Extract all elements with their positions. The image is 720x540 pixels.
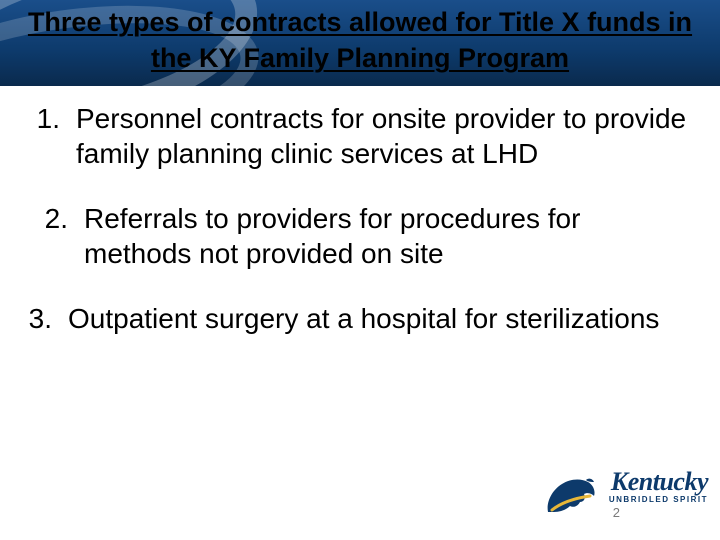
kentucky-logo: Kentucky UNBRIDLED SPIRIT: [548, 470, 708, 532]
item-text: Referrals to providers for procedures fo…: [84, 201, 692, 271]
horse-icon: [542, 472, 602, 520]
content-area: 1. Personnel contracts for onsite provid…: [0, 95, 720, 366]
slide-title: Three types of contracts allowed for Tit…: [0, 4, 720, 77]
item-text: Personnel contracts for onsite provider …: [76, 101, 692, 171]
item-number: 1.: [18, 101, 76, 171]
list-item: 2. Referrals to providers for procedures…: [18, 201, 692, 271]
list-item: 3. Outpatient surgery at a hospital for …: [18, 301, 692, 336]
item-number: 3.: [18, 301, 68, 336]
list-item: 1. Personnel contracts for onsite provid…: [18, 101, 692, 171]
item-text: Outpatient surgery at a hospital for ste…: [68, 301, 692, 336]
item-number: 2.: [18, 201, 84, 271]
